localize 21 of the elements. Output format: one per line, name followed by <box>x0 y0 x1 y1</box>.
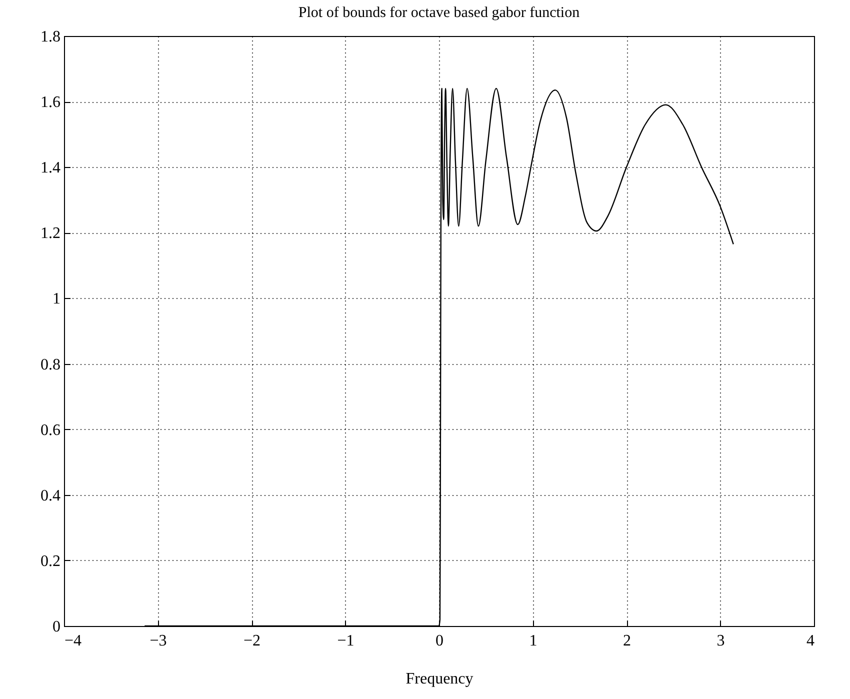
y-tick-label: 0 <box>52 618 60 636</box>
y-tick-label: 0.4 <box>40 487 60 504</box>
y-tick-label: 1.8 <box>40 28 60 46</box>
chart-title: Plot of bounds for octave based gabor function <box>298 5 580 21</box>
y-tick-label: 1.2 <box>40 225 60 242</box>
y-tick-label: 1 <box>52 290 60 308</box>
y-tick-label: 0.2 <box>40 552 60 570</box>
x-tick-label: 1 <box>529 632 538 650</box>
x-tick-label: 3 <box>716 632 725 650</box>
x-tick-label: −1 <box>337 632 354 650</box>
x-tick-label: −3 <box>150 632 167 650</box>
x-tick-label: −4 <box>64 632 82 650</box>
y-tick-label: 0.8 <box>40 356 60 374</box>
y-tick-label: 1.6 <box>40 94 60 112</box>
x-tick-label: −2 <box>243 632 261 650</box>
y-tick-label: 1.4 <box>40 160 60 177</box>
x-tick-label: 2 <box>623 632 631 650</box>
x-tick-label: 0 <box>436 632 444 650</box>
x-tick-label: 4 <box>806 632 814 650</box>
x-axis-title: Frequency <box>406 670 474 688</box>
y-tick-label: 0.6 <box>40 422 60 439</box>
